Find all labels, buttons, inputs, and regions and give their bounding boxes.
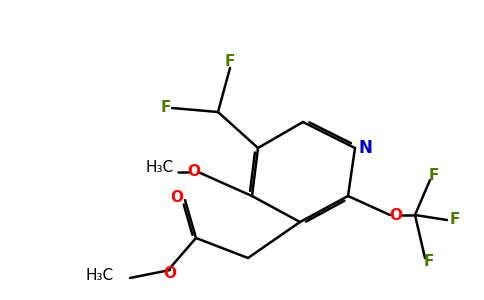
Text: O: O xyxy=(164,266,177,281)
Text: F: F xyxy=(450,212,460,227)
Text: F: F xyxy=(161,100,171,116)
Text: F: F xyxy=(429,169,439,184)
Text: F: F xyxy=(424,254,434,269)
Text: F: F xyxy=(225,55,235,70)
Text: H₃C: H₃C xyxy=(146,160,174,175)
Text: O: O xyxy=(170,190,183,206)
Text: H₃C: H₃C xyxy=(86,268,114,284)
Text: O: O xyxy=(187,164,200,179)
Text: O: O xyxy=(390,208,403,223)
Text: N: N xyxy=(358,139,372,157)
